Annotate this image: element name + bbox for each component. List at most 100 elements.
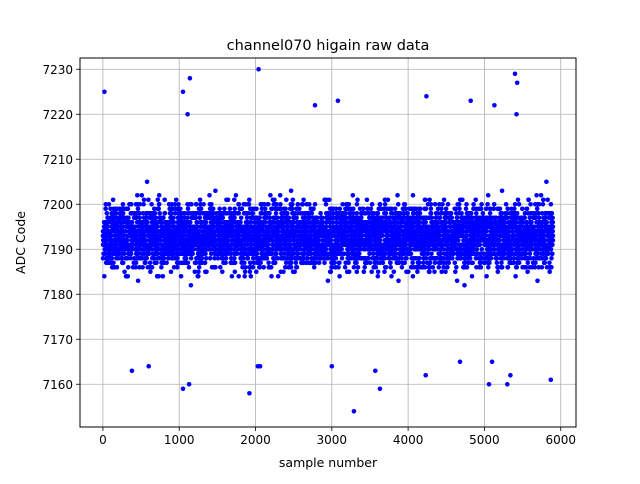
data-point — [400, 265, 405, 270]
data-point — [352, 265, 357, 270]
data-point — [268, 193, 273, 198]
data-point — [276, 274, 281, 279]
data-point — [362, 270, 367, 275]
data-point — [317, 261, 322, 266]
data-point — [178, 207, 183, 212]
data-point — [291, 198, 296, 203]
data-point — [154, 261, 159, 266]
data-point — [478, 243, 483, 248]
data-point — [159, 265, 164, 270]
data-point — [247, 202, 252, 207]
data-point — [261, 265, 266, 270]
data-point — [470, 274, 475, 279]
data-point — [184, 256, 189, 261]
data-point — [292, 270, 297, 275]
data-point — [102, 274, 107, 279]
data-point — [396, 202, 401, 207]
data-point — [384, 211, 389, 216]
data-point — [155, 225, 160, 230]
data-point — [423, 198, 428, 203]
data-point — [376, 270, 381, 275]
data-point — [301, 202, 306, 207]
data-point — [111, 261, 116, 266]
data-point — [188, 220, 193, 225]
data-point — [327, 198, 332, 203]
data-point — [474, 211, 479, 216]
data-point — [354, 261, 359, 266]
data-point — [479, 202, 484, 207]
data-point — [424, 256, 429, 261]
data-point — [365, 198, 370, 203]
data-point — [149, 202, 154, 207]
data-point — [429, 252, 434, 257]
data-point — [242, 261, 247, 266]
data-point — [247, 198, 252, 203]
data-point — [156, 198, 161, 203]
data-point — [445, 265, 450, 270]
data-point — [148, 270, 153, 275]
data-point — [446, 261, 451, 266]
data-point — [199, 207, 204, 212]
data-point — [232, 207, 237, 212]
data-point — [176, 202, 181, 207]
data-point — [439, 207, 444, 212]
data-point — [324, 247, 329, 252]
data-point — [340, 256, 345, 261]
data-point — [140, 193, 145, 198]
data-point — [263, 207, 268, 212]
data-point — [404, 256, 409, 261]
data-point — [232, 216, 237, 221]
data-point — [145, 180, 150, 185]
data-point — [343, 265, 348, 270]
data-point — [424, 207, 429, 212]
data-point — [230, 274, 235, 279]
data-point — [204, 256, 209, 261]
data-point — [290, 207, 295, 212]
data-point — [213, 189, 218, 194]
data-point — [392, 270, 397, 275]
data-point — [232, 256, 237, 261]
data-point — [157, 274, 162, 279]
data-point — [326, 279, 331, 284]
data-point — [129, 252, 134, 257]
data-point — [357, 252, 362, 257]
data-point — [454, 265, 459, 270]
data-point — [376, 211, 381, 216]
data-point — [418, 211, 423, 216]
data-point — [423, 220, 428, 225]
data-point — [278, 202, 283, 207]
data-point — [289, 261, 294, 266]
data-point — [115, 265, 120, 270]
data-point — [240, 207, 245, 212]
data-point — [437, 265, 442, 270]
data-point — [257, 216, 262, 221]
data-point — [285, 211, 290, 216]
data-point — [347, 202, 352, 207]
data-point — [381, 261, 386, 266]
data-point — [263, 220, 268, 225]
data-point — [475, 247, 480, 252]
data-point — [464, 207, 469, 212]
data-point — [406, 270, 411, 275]
data-point — [243, 265, 248, 270]
data-point — [380, 234, 385, 239]
data-point — [204, 220, 209, 225]
data-point — [126, 216, 131, 221]
data-point — [456, 238, 461, 243]
data-point — [312, 265, 317, 270]
data-point — [455, 216, 460, 221]
data-point — [186, 261, 191, 266]
data-point — [457, 207, 462, 212]
data-point — [450, 216, 455, 221]
data-point — [289, 265, 294, 270]
data-point — [220, 270, 225, 275]
data-point — [105, 211, 110, 216]
data-point — [402, 261, 407, 266]
data-point — [470, 261, 475, 266]
data-point — [287, 216, 292, 221]
data-point — [386, 198, 391, 203]
data-point — [211, 207, 216, 212]
data-point — [236, 274, 241, 279]
data-point — [224, 256, 229, 261]
